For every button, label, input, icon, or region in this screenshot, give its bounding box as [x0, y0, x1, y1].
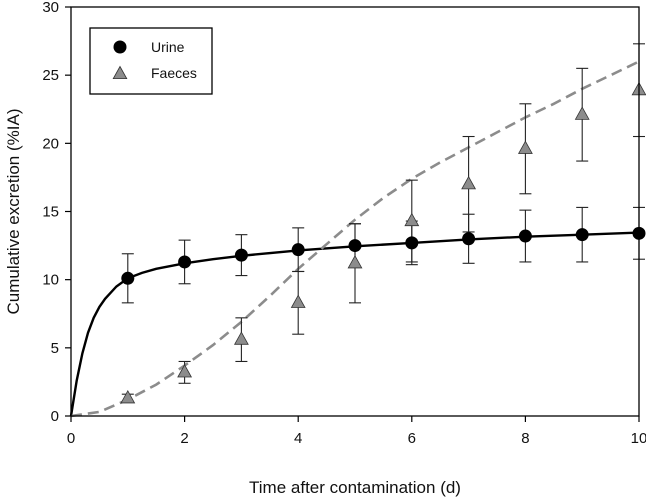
data-point-faeces: [574, 106, 590, 120]
data-point-faeces: [233, 331, 249, 345]
x-tick-label: 2: [180, 430, 188, 447]
x-tick-label: 6: [408, 430, 416, 447]
y-tick-label: 20: [42, 135, 59, 152]
data-point-urine: [178, 255, 192, 269]
x-tick-label: 4: [294, 430, 302, 447]
data-point-faeces: [404, 212, 420, 227]
y-tick-label: 15: [42, 204, 59, 221]
data-point-urine: [121, 271, 135, 285]
axes: 0 2 4 6 8 10 0 5 10 15 20 25 30: [42, 0, 646, 447]
data-point-urine: [462, 232, 476, 246]
fit-curves: [69, 60, 640, 418]
legend-box: [89, 27, 213, 95]
x-tick-label: 10: [631, 430, 646, 447]
data-markers: [120, 81, 646, 404]
y-tick-label: 10: [42, 272, 59, 289]
data-point-urine: [348, 239, 362, 253]
fit-curve-faeces: [70, 60, 640, 418]
legend-marker-urine: [113, 40, 127, 54]
data-point-urine: [291, 243, 305, 257]
data-point-faeces: [517, 140, 533, 154]
data-point-urine: [575, 228, 589, 242]
y-tick-label: 0: [51, 408, 59, 425]
data-point-urine: [518, 229, 532, 243]
y-axis-label: Cumulative excretion (%IA): [4, 109, 23, 315]
data-point-faeces: [177, 364, 193, 378]
data-point-faeces: [120, 389, 136, 404]
data-point-faeces: [347, 254, 363, 269]
legend-marker-faeces: [112, 65, 128, 80]
legend: Urine Faeces: [89, 27, 213, 95]
y-tick-label: 30: [42, 0, 59, 16]
data-point-faeces: [461, 175, 477, 190]
fit-curve-urine: [69, 231, 640, 417]
x-tick-label: 8: [521, 430, 529, 447]
legend-label-faeces: Faeces: [151, 65, 197, 81]
data-point-faeces: [290, 294, 306, 308]
y-tick-label: 25: [42, 67, 59, 84]
data-point-urine: [234, 248, 248, 262]
legend-label-urine: Urine: [151, 39, 185, 55]
x-axis-label: Time after contamination (d): [249, 478, 461, 497]
y-tick-label: 5: [51, 340, 59, 357]
x-tick-label: 0: [67, 430, 75, 447]
data-point-urine: [405, 236, 419, 250]
